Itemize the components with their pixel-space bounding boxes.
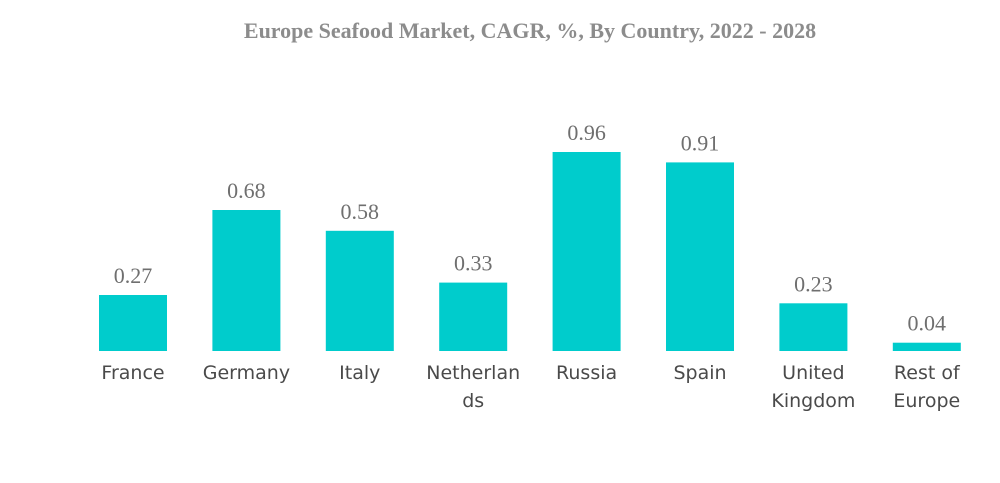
category-label-united-kingdom: Kingdom xyxy=(771,390,855,412)
category-label-germany: Germany xyxy=(203,362,290,384)
value-label-spain: 0.91 xyxy=(681,130,720,155)
value-label-united-kingdom: 0.23 xyxy=(794,271,833,296)
category-label-france: France xyxy=(101,362,164,384)
category-label-russia: Russia xyxy=(556,362,617,384)
bar-rest-of-europe xyxy=(892,342,961,351)
bar-germany xyxy=(212,210,281,351)
category-label-rest-of-europe: Europe xyxy=(893,390,960,412)
category-label-italy: Italy xyxy=(339,362,380,384)
value-label-rest-of-europe: 0.04 xyxy=(908,311,947,336)
chart-title: Europe Seafood Market, CAGR, %, By Count… xyxy=(244,18,816,43)
category-label-netherlands: Netherlan xyxy=(426,362,520,384)
value-label-netherlands: 0.33 xyxy=(454,251,493,276)
bar-spain xyxy=(666,162,734,351)
value-labels-group: 0.27 0.68 0.58 0.33 0.96 0.91 0.23 0.04 xyxy=(114,120,946,336)
bars-group xyxy=(99,152,961,351)
category-labels-group: France Germany Italy Netherlan ds Russia Spain… xyxy=(101,362,961,412)
value-label-italy: 0.58 xyxy=(341,199,380,224)
category-label-netherlands: ds xyxy=(462,390,484,412)
bar-russia xyxy=(552,152,621,351)
bar-netherlands xyxy=(439,282,508,351)
value-label-france: 0.27 xyxy=(114,263,153,288)
bar-united-kingdom xyxy=(779,303,848,351)
value-label-germany: 0.68 xyxy=(227,178,266,203)
bar-france xyxy=(99,295,167,351)
bar-italy xyxy=(325,230,394,351)
category-label-united-kingdom: United xyxy=(782,362,844,384)
category-label-spain: Spain xyxy=(673,362,726,384)
category-label-rest-of-europe: Rest of xyxy=(894,362,961,384)
value-label-russia: 0.96 xyxy=(567,120,606,145)
